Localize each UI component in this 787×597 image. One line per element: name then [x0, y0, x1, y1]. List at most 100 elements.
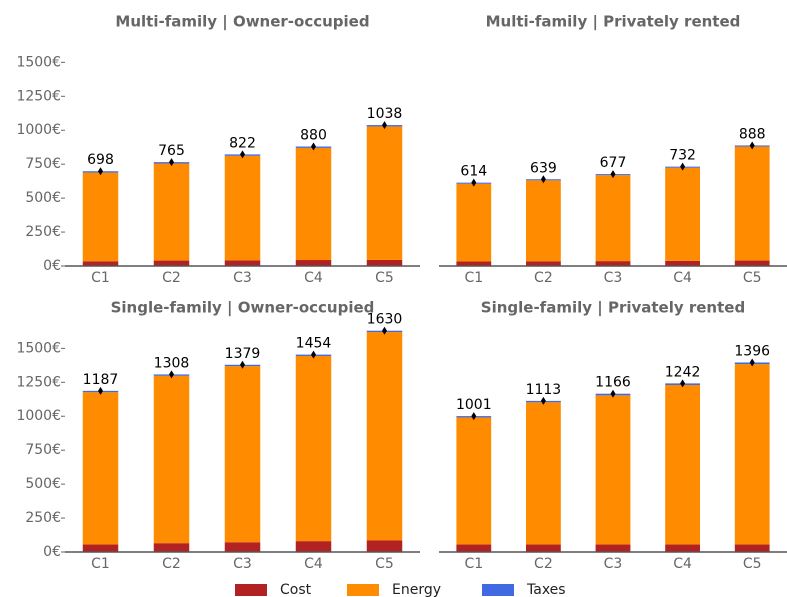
- y-tick-label: 1500€: [16, 54, 61, 70]
- legend-swatch: [347, 584, 379, 596]
- total-marker: [540, 396, 546, 405]
- legend-swatch: [235, 584, 267, 596]
- x-tick-label: C3: [233, 556, 252, 572]
- bar-segment: [82, 261, 119, 266]
- x-tick-label: C5: [375, 270, 394, 286]
- y-tick-label: 1250€: [16, 374, 61, 390]
- bar-segment: [366, 332, 403, 541]
- x-tick-label: C5: [743, 556, 762, 572]
- bar-segment: [295, 541, 332, 552]
- bar-segment: [224, 542, 261, 552]
- total-marker: [98, 167, 103, 176]
- bar-segment: [734, 146, 770, 261]
- subplot-title: Multi-family | Privately rented: [486, 13, 741, 32]
- total-label: 1630: [367, 312, 403, 328]
- total-label: 888: [739, 126, 766, 142]
- x-tick-label: C3: [604, 270, 623, 286]
- total-marker: [610, 389, 616, 398]
- bar-segment: [456, 261, 492, 266]
- total-marker: [749, 358, 755, 367]
- bar-segment: [665, 167, 700, 261]
- bar-segment: [82, 544, 119, 552]
- bar-segment: [595, 261, 631, 266]
- bar-segment: [526, 180, 561, 262]
- bar-segment: [665, 544, 700, 552]
- x-tick-label: C2: [534, 270, 553, 286]
- total-label: 1113: [526, 382, 562, 398]
- total-label: 765: [158, 143, 185, 159]
- x-tick-label: C4: [673, 270, 692, 286]
- bar-segment: [734, 544, 770, 552]
- bar-segment: [295, 147, 332, 261]
- y-tick-label: 500€: [25, 190, 61, 206]
- bar-segment: [456, 183, 492, 262]
- x-tick-label: C5: [743, 270, 762, 286]
- subplot-title: Single-family | Privately rented: [481, 299, 745, 318]
- total-label: 1038: [367, 106, 403, 122]
- total-label: 822: [229, 135, 256, 151]
- y-tick-label: 500€: [25, 476, 61, 492]
- bar-segment: [366, 126, 403, 260]
- y-tick-label: 1000€: [16, 122, 61, 138]
- legend-label: Energy: [392, 582, 441, 597]
- bar-segment: [153, 543, 190, 552]
- legend-label: Cost: [280, 582, 312, 597]
- subplot-title: Multi-family | Owner-occupied: [115, 13, 369, 32]
- total-label: 1454: [296, 336, 332, 352]
- x-tick-label: C4: [304, 270, 323, 286]
- y-tick-label: 1250€: [16, 88, 61, 104]
- x-tick-label: C3: [604, 556, 623, 572]
- y-tick-label: 0€: [43, 544, 61, 560]
- bar-segment: [224, 260, 261, 266]
- y-tick-label: 250€: [25, 510, 61, 526]
- bar-segment: [153, 163, 190, 261]
- total-label: 1308: [154, 355, 190, 371]
- total-marker: [382, 121, 387, 130]
- bar-segment: [665, 385, 700, 545]
- total-marker: [311, 350, 316, 359]
- legend-label: Taxes: [526, 582, 566, 597]
- total-marker: [540, 175, 546, 184]
- total-marker: [680, 379, 686, 388]
- x-tick-label: C4: [673, 556, 692, 572]
- bar-segment: [595, 544, 631, 552]
- total-marker: [471, 178, 477, 187]
- bar-segment: [366, 540, 403, 552]
- x-tick-label: C1: [464, 270, 483, 286]
- total-marker: [680, 162, 686, 171]
- bar-segment: [153, 260, 190, 266]
- total-label: 698: [87, 152, 114, 168]
- total-label: 639: [530, 160, 557, 176]
- total-label: 880: [300, 128, 327, 144]
- y-tick-label: 1000€: [16, 408, 61, 424]
- total-label: 1166: [595, 375, 631, 391]
- x-tick-label: C5: [375, 556, 394, 572]
- x-tick-label: C2: [162, 270, 181, 286]
- bar-segment: [295, 260, 332, 266]
- bar-segment: [153, 375, 190, 544]
- total-label: 1396: [734, 343, 770, 359]
- total-marker: [610, 170, 616, 179]
- total-label: 1242: [665, 364, 701, 380]
- bar-segment: [665, 260, 700, 266]
- legend-swatch: [482, 584, 514, 596]
- total-label: 1187: [83, 372, 119, 388]
- bar-segment: [456, 544, 492, 552]
- bar-segment: [366, 259, 403, 266]
- bar-segment: [734, 364, 770, 545]
- y-tick-label: 750€: [25, 156, 61, 172]
- total-label: 732: [669, 148, 696, 164]
- bar-segment: [82, 392, 119, 545]
- total-label: 1001: [456, 397, 492, 413]
- bar-segment: [456, 417, 492, 545]
- bar-segment: [224, 366, 261, 543]
- y-tick-label: 0€: [43, 258, 61, 274]
- total-marker: [169, 158, 174, 167]
- y-tick-label: 250€: [25, 224, 61, 240]
- total-marker: [749, 141, 755, 150]
- total-marker: [382, 326, 387, 335]
- y-tick-label: 750€: [25, 442, 61, 458]
- bar-segment: [526, 261, 561, 266]
- subplot-title: Single-family | Owner-occupied: [111, 299, 375, 318]
